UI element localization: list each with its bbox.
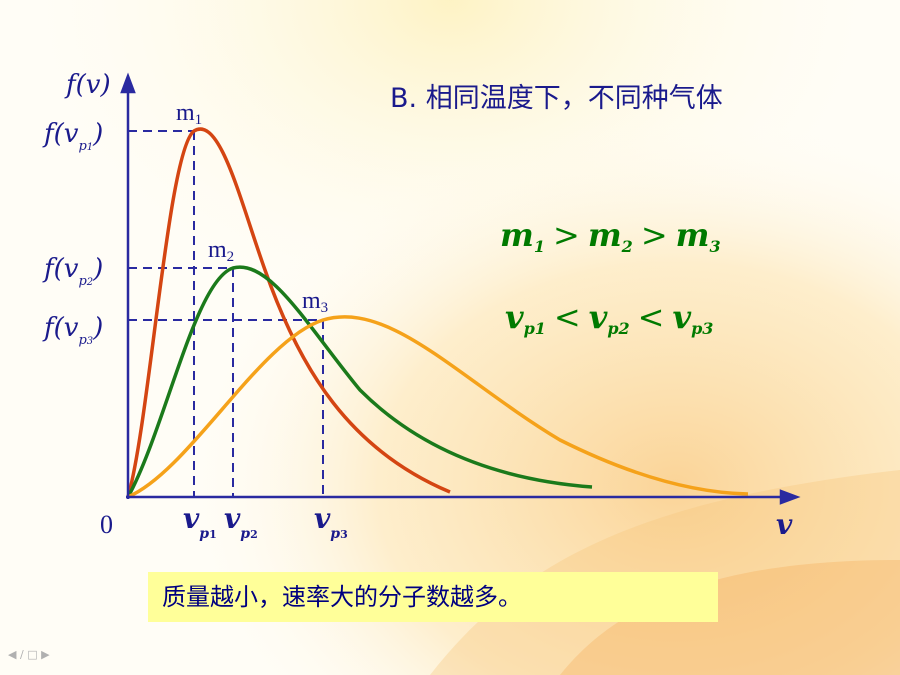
nav-menu-icon[interactable]: □ (27, 648, 38, 661)
x-axis-arrow (779, 489, 801, 505)
curve-label-m3: m3 (302, 288, 329, 316)
y-axis-arrow (120, 72, 136, 94)
x-axis-label: v (776, 508, 793, 541)
y-tick-label-f-vp1: f(vp1) (44, 119, 104, 154)
x-tick-label-vp3: vp3 (314, 502, 348, 542)
speed-relation: vp1 < vp2 < vp3 (505, 298, 714, 338)
y-tick-label-f-vp3: f(vp3) (44, 313, 104, 348)
slide-title: B. 相同温度下，不同种气体 (390, 83, 723, 114)
nav-pen-icon[interactable]: ∕ (19, 648, 24, 661)
mass-relation: m1 > m2 > m3 (500, 216, 721, 256)
y-tick-label-f-vp2: f(vp2) (44, 254, 104, 289)
slide-nav-controls[interactable]: ◀ ∕ □ ▶ (8, 648, 50, 661)
x-tick-label-vp1: vp1 (183, 502, 217, 542)
nav-prev-icon[interactable]: ◀ (8, 648, 17, 661)
x-tick-label-vp2: vp2 (224, 502, 258, 542)
y-axis-label: f(v) (66, 70, 111, 100)
origin-label: 0 (100, 510, 113, 539)
curve-m2 (126, 265, 593, 498)
curve-label-m2: m2 (208, 237, 235, 265)
conclusion-note: 质量越小，速率大的分子数越多。 (148, 572, 718, 622)
nav-next-icon[interactable]: ▶ (41, 648, 50, 661)
curve-m3 (127, 315, 749, 499)
curve-label-m1: m1 (176, 100, 203, 128)
curve-m1 (126, 127, 451, 498)
